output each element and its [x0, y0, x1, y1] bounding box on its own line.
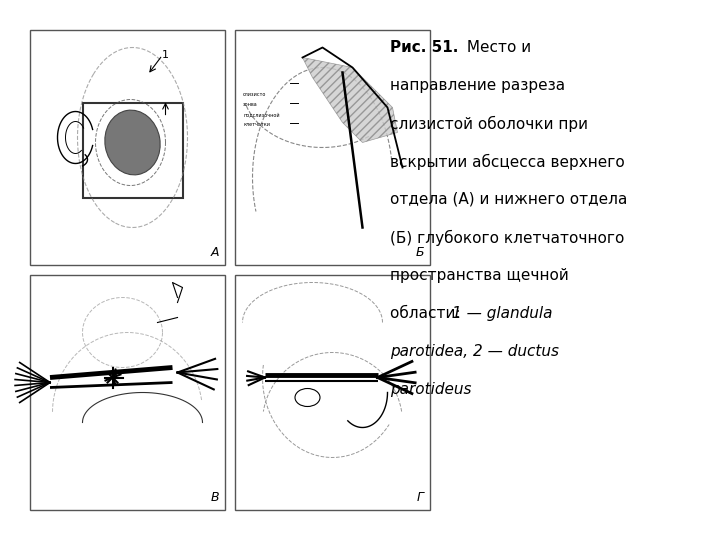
Bar	[30, 30, 225, 265]
Text: В: В	[210, 491, 219, 504]
Text: направление разреза: направление разреза	[390, 78, 565, 93]
Text: 1: 1	[162, 50, 169, 60]
Text: зонва: зонва	[243, 103, 258, 107]
Text: области:: области:	[390, 306, 465, 321]
Text: parotidea, 2 — ductus: parotidea, 2 — ductus	[390, 344, 559, 359]
Text: Место и: Место и	[462, 40, 531, 55]
Text: (Б) глубокого клетчаточного: (Б) глубокого клетчаточного	[390, 230, 624, 246]
Text: 1 — glandula: 1 — glandula	[452, 306, 552, 321]
Text: parotideus: parotideus	[390, 382, 472, 397]
Text: А: А	[210, 246, 219, 259]
Text: отдела (А) и нижнего отдела: отдела (А) и нижнего отдела	[390, 192, 627, 207]
Bar	[235, 275, 430, 510]
Text: слизистой оболочки при: слизистой оболочки при	[390, 116, 588, 132]
Text: вскрытии абсцесса верхнего: вскрытии абсцесса верхнего	[390, 154, 625, 170]
Text: Б: Б	[415, 246, 424, 259]
Text: Рис. 51.: Рис. 51.	[390, 40, 459, 55]
Text: слизисто: слизисто	[243, 92, 266, 98]
Bar	[83, 103, 182, 198]
Text: пространства щечной: пространства щечной	[390, 268, 569, 283]
Ellipse shape	[105, 110, 160, 175]
Text: подслизочной: подслизочной	[243, 112, 279, 118]
Bar	[30, 275, 225, 510]
Polygon shape	[302, 57, 397, 143]
Text: клетчатки: клетчатки	[243, 123, 270, 127]
Text: Г: Г	[417, 491, 424, 504]
Bar	[235, 30, 430, 265]
